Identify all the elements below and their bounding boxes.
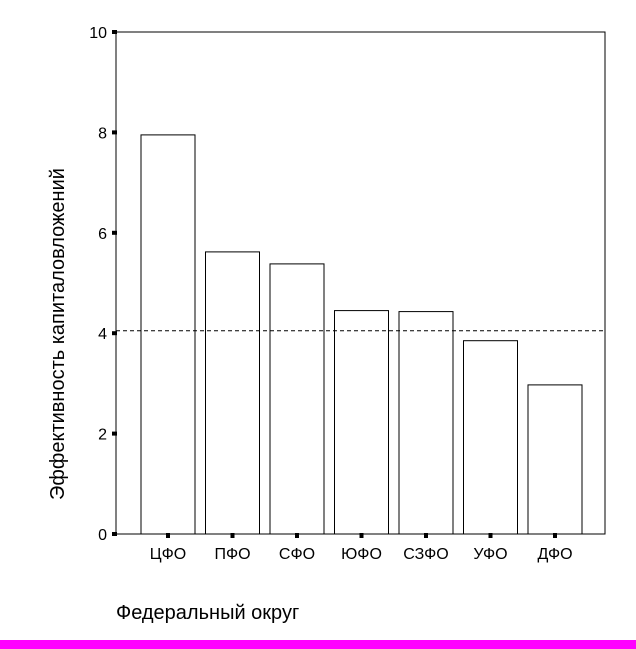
y-tick-label: 0: [98, 527, 107, 544]
bar-1: [140, 134, 196, 535]
x-tick-label: ПФО: [214, 546, 250, 563]
x-tick-mark: [359, 533, 364, 538]
y-tick-label: 2: [98, 427, 107, 444]
y-tick-label: 6: [98, 226, 107, 243]
y-tick-label: 4: [98, 326, 107, 343]
y-tick-mark: [112, 431, 117, 436]
y-axis-title: Эффективность капиталовложений: [47, 168, 69, 500]
y-tick-mark: [112, 30, 117, 34]
bar-2: [205, 251, 260, 535]
x-tick-label: ДФО: [537, 546, 572, 563]
x-tick-label: СЗФО: [403, 546, 448, 563]
x-tick-label: СФО: [279, 546, 315, 563]
x-tick-mark: [166, 533, 170, 538]
x-axis-title: Федеральный округ: [116, 602, 299, 624]
x-tick-mark: [424, 533, 428, 538]
x-tick-mark: [230, 533, 235, 538]
x-tick-mark: [488, 533, 493, 538]
y-tick-mark: [112, 130, 117, 135]
y-tick-mark: [112, 331, 117, 336]
y-tick-mark: [112, 230, 117, 235]
bar-5: [398, 311, 454, 535]
bar-7: [527, 384, 583, 535]
bar-4: [334, 310, 389, 535]
y-tick-label: 10: [89, 25, 107, 42]
bars: [140, 134, 583, 535]
x-tick-label: УФО: [473, 546, 507, 563]
bottom-magenta-band: [0, 640, 636, 649]
x-tick-label: ЦФО: [150, 546, 186, 563]
x-tick-label: ЮФО: [341, 546, 382, 563]
bar-3: [269, 263, 325, 535]
bar-6: [463, 340, 518, 535]
x-tick-mark: [295, 533, 299, 538]
y-axis-ticks: 0 2 4 6 8 10: [89, 25, 117, 544]
x-tick-mark: [553, 533, 557, 538]
x-axis-ticks: ЦФО ПФО СФО ЮФО СЗФО УФО ДФО: [150, 533, 573, 563]
y-tick-label: 8: [98, 125, 107, 142]
y-tick-mark: [112, 532, 117, 536]
